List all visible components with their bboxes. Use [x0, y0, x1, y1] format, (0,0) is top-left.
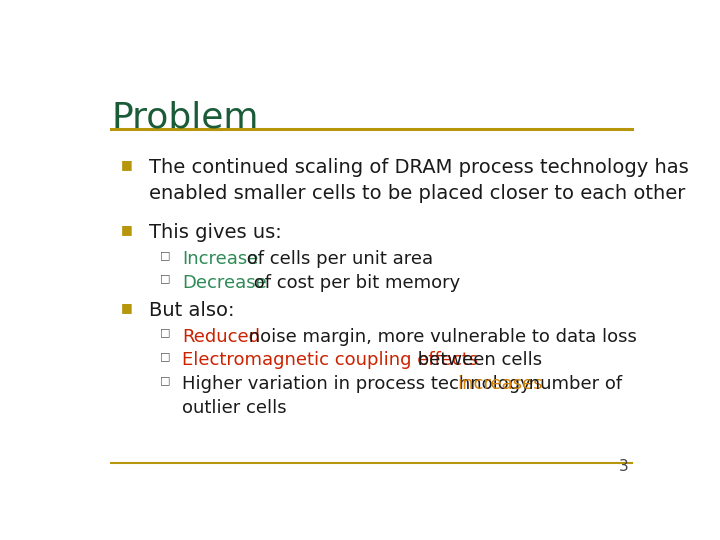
- Text: between cells: between cells: [412, 352, 541, 369]
- Text: ■: ■: [121, 158, 132, 171]
- Text: □: □: [160, 375, 170, 385]
- Text: Electromagnetic coupling effects: Electromagnetic coupling effects: [182, 352, 478, 369]
- Text: Decrease: Decrease: [182, 274, 267, 292]
- Text: Reduced: Reduced: [182, 328, 260, 346]
- Text: Higher variation in process technology: Higher variation in process technology: [182, 375, 536, 393]
- Text: Problem: Problem: [111, 100, 258, 134]
- Text: enabled smaller cells to be placed closer to each other: enabled smaller cells to be placed close…: [148, 184, 685, 203]
- Text: The continued scaling of DRAM process technology has: The continued scaling of DRAM process te…: [148, 158, 688, 177]
- Text: 3: 3: [618, 460, 629, 474]
- Text: outlier cells: outlier cells: [182, 399, 287, 417]
- Text: increases: increases: [456, 375, 542, 393]
- Text: □: □: [160, 250, 170, 260]
- Text: ■: ■: [121, 223, 132, 236]
- Text: noise margin, more vulnerable to data loss: noise margin, more vulnerable to data lo…: [243, 328, 636, 346]
- Text: Increase: Increase: [182, 250, 258, 268]
- Text: □: □: [160, 274, 170, 284]
- Text: of cells per unit area: of cells per unit area: [241, 250, 433, 268]
- Text: ■: ■: [121, 301, 132, 314]
- Text: □: □: [160, 352, 170, 361]
- Text: of cost per bit memory: of cost per bit memory: [248, 274, 460, 292]
- Text: But also:: But also:: [148, 301, 234, 320]
- Text: □: □: [160, 328, 170, 338]
- Text: number of: number of: [523, 375, 622, 393]
- Text: This gives us:: This gives us:: [148, 223, 282, 242]
